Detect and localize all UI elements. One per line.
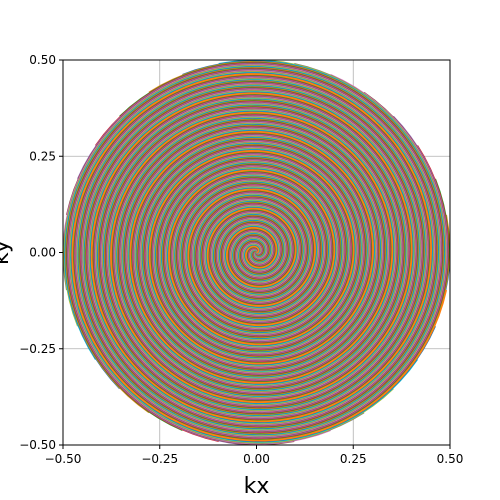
y-tick-label: −0.50 [19, 438, 56, 452]
x-axis-label: kx [244, 474, 270, 499]
axis-ticks: −0.50 −0.25 0.00 0.25 0.50 −0.50 −0.25 0.00 0.25… [19, 53, 463, 466]
x-tick-label: 0.50 [437, 452, 464, 466]
y-axis-label: ky [0, 240, 14, 265]
x-tick-label: −0.50 [45, 452, 82, 466]
y-tick-label: −0.25 [19, 342, 56, 356]
x-tick-label: −0.25 [141, 452, 178, 466]
y-tick-label: 0.00 [29, 246, 56, 260]
spiral-interleave-32 [71, 73, 448, 442]
y-tick-label: 0.50 [29, 53, 56, 67]
spiral-series-group [63, 60, 450, 445]
x-tick-label: 0.25 [340, 452, 367, 466]
x-tick-label: 0.00 [243, 452, 270, 466]
y-tick-label: 0.25 [29, 149, 56, 163]
